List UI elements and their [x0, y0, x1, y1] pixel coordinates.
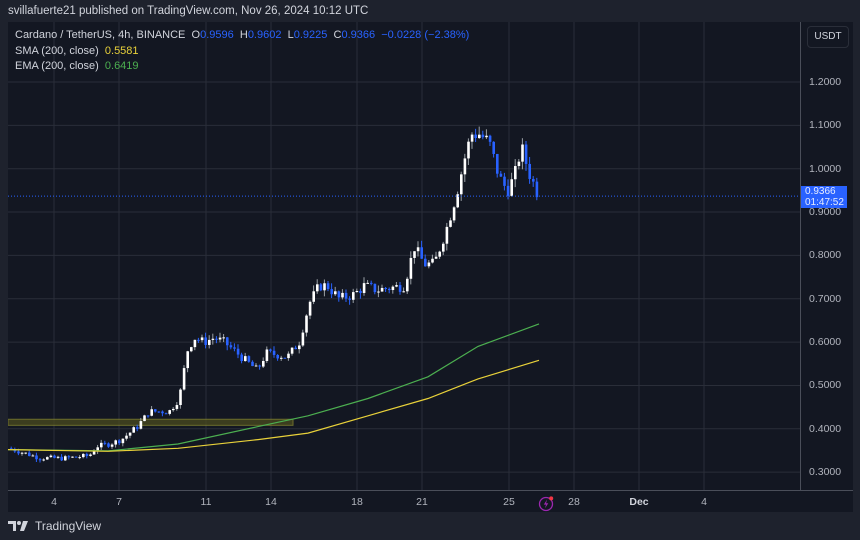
- lightning-alert-icon[interactable]: [538, 495, 556, 513]
- change-value: −0.0228 (−2.38%): [381, 29, 470, 41]
- time-tick-label: 4: [51, 496, 57, 508]
- time-tick-label: Dec: [629, 496, 649, 508]
- sma-value: 0.5581: [104, 44, 139, 57]
- time-tick-label: 4: [701, 496, 707, 508]
- price-tick-label: 0.4000: [809, 422, 842, 435]
- price-tick-label: 0.6000: [809, 336, 842, 349]
- price-tick-label: 1.2000: [809, 76, 842, 88]
- price-tick-label: 0.9000: [809, 206, 842, 219]
- price-chart[interactable]: [8, 22, 800, 490]
- ema-label: EMA (200, close): [15, 60, 99, 72]
- chart-frame: Cardano / TetherUS, 4h, BINANCE O0.9596 …: [8, 22, 853, 512]
- tradingview-logo-icon: [8, 521, 28, 531]
- last-price-label: 0.9366 01:47:52: [801, 186, 847, 209]
- chart-legend: Cardano / TetherUS, 4h, BINANCE O0.9596 …: [15, 28, 469, 75]
- time-tick-label: 21: [416, 496, 428, 508]
- brand-name: TradingView: [35, 519, 102, 533]
- time-axis[interactable]: 4 7 11 14 18 21 25 28 Dec 4: [8, 490, 853, 513]
- price-tick-label: 0.3000: [809, 466, 842, 479]
- price-tick-label: 0.5000: [809, 379, 842, 392]
- low-value: 0.9225: [293, 29, 328, 41]
- time-tick-label: 28: [568, 496, 580, 508]
- tradingview-brand[interactable]: TradingView: [8, 519, 101, 533]
- open-value: 0.9596: [200, 29, 234, 41]
- time-tick-label: 25: [503, 496, 515, 508]
- high-value: 0.9602: [247, 29, 282, 41]
- price-tick-label: 1.1000: [809, 119, 842, 132]
- ema-row[interactable]: EMA (200, close) 0.6419: [15, 59, 469, 75]
- time-tick-label: 7: [116, 496, 122, 508]
- currency-button[interactable]: USDT: [807, 26, 849, 48]
- publisher-line: svillafuerte21 published on TradingView.…: [8, 5, 369, 17]
- time-tick-label: 14: [265, 496, 277, 508]
- symbol-row: Cardano / TetherUS, 4h, BINANCE O0.9596 …: [15, 29, 470, 41]
- price-tick-label: 0.7000: [809, 292, 842, 305]
- time-tick-label: 11: [200, 496, 212, 508]
- sma-row[interactable]: SMA (200, close) 0.5581: [15, 44, 469, 60]
- ema-value: 0.6419: [104, 60, 139, 72]
- time-tick-label: 18: [351, 496, 363, 508]
- price-axis[interactable]: 0.3000 0.4000 0.5000 0.6000 0.7000 0.8000 0.90…: [800, 22, 854, 490]
- symbol-label[interactable]: Cardano / TetherUS, 4h, BINANCE: [15, 29, 186, 41]
- price-tick-label: 0.8000: [809, 249, 842, 262]
- bar-countdown: 01:47:52: [805, 196, 844, 208]
- price-tick-label: 1.0000: [809, 162, 842, 175]
- close-value: 0.9366: [341, 29, 376, 41]
- last-price-value: 0.9366: [805, 186, 836, 198]
- sma-label: SMA (200, close): [15, 44, 99, 57]
